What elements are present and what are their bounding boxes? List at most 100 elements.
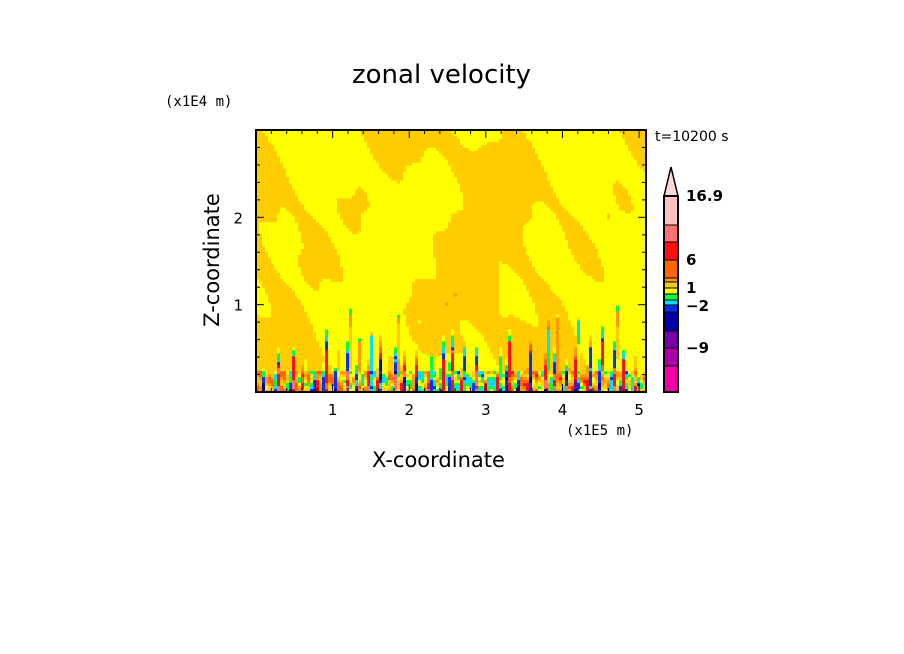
contour-cell <box>529 293 557 298</box>
contour-cell <box>430 365 434 369</box>
contour-cell <box>349 335 353 340</box>
contour-cell <box>349 368 356 372</box>
contour-cell <box>256 275 281 280</box>
contour-cell <box>478 362 497 366</box>
contour-cell <box>625 353 647 357</box>
contour-cell <box>376 389 380 393</box>
contour-cell <box>262 240 302 244</box>
contour-cell <box>574 332 578 337</box>
contour-cell <box>454 368 461 372</box>
contour-cell <box>487 371 491 375</box>
contour-cell <box>289 177 392 182</box>
contour-cell <box>583 269 605 274</box>
contour-cell <box>475 356 479 360</box>
contour-cell <box>403 171 455 176</box>
contour-cell <box>304 359 308 363</box>
contour-cell <box>487 383 497 387</box>
contour-cell <box>256 213 278 217</box>
contour-cell <box>544 356 548 360</box>
contour-cell <box>346 341 350 345</box>
contour-cell <box>595 278 605 283</box>
contour-cell <box>307 365 323 369</box>
contour-cell <box>319 386 323 390</box>
contour-cell <box>553 189 614 194</box>
contour-cell <box>577 219 647 223</box>
contour-cell <box>517 272 539 277</box>
contour-cell <box>577 335 581 340</box>
contour-cell <box>352 195 368 200</box>
contour-cell <box>640 383 644 387</box>
contour-cell <box>322 362 326 366</box>
contour-cell <box>535 266 581 271</box>
contour-cell <box>493 386 497 390</box>
contour-cell <box>604 347 614 351</box>
contour-cell <box>496 377 500 381</box>
contour-cell <box>631 210 647 214</box>
contour-cell <box>349 338 353 342</box>
contour-cell <box>397 356 401 360</box>
contour-cell <box>478 383 485 387</box>
contour-cell <box>322 371 326 375</box>
contour-cell <box>361 365 368 369</box>
contour-cell <box>628 192 647 197</box>
y-tick-label: 2 <box>233 209 243 227</box>
contour-cell <box>367 141 461 146</box>
contour-cell <box>421 371 425 375</box>
contour-cell <box>535 302 563 307</box>
contour-cell <box>349 347 353 351</box>
contour-cell <box>268 255 299 259</box>
contour-cell <box>358 344 362 348</box>
colorbar-label: −9 <box>686 339 709 357</box>
contour-cell <box>358 380 362 384</box>
contour-cell <box>613 371 617 375</box>
contour-cell <box>556 365 560 369</box>
contour-cell <box>367 380 371 384</box>
contour-cell <box>463 338 485 342</box>
contour-cell <box>304 204 338 209</box>
contour-cell <box>415 359 419 363</box>
contour-cell <box>457 135 503 140</box>
contour-cell <box>595 246 647 250</box>
contour-cell <box>355 380 359 384</box>
contour-cell <box>520 386 524 390</box>
contour-cell <box>370 353 374 357</box>
contour-cell <box>457 377 461 381</box>
contour-cell <box>430 383 434 387</box>
contour-cell <box>430 368 434 372</box>
contour-cell <box>448 368 452 372</box>
contour-cell <box>553 359 557 363</box>
contour-cell <box>502 130 524 134</box>
contour-cell <box>277 356 281 360</box>
contour-cell <box>493 389 497 393</box>
contour-cell <box>505 374 509 378</box>
contour-cell <box>556 377 560 381</box>
contour-cell <box>343 275 437 280</box>
contour-cell <box>334 243 434 247</box>
contour-cell <box>496 380 500 384</box>
contour-cell <box>454 380 461 384</box>
contour-cell <box>547 347 551 351</box>
contour-cell <box>370 344 374 348</box>
contour-cell <box>436 383 440 387</box>
contour-cell <box>514 314 539 319</box>
contour-cell <box>463 350 467 354</box>
contour-cell <box>400 329 410 334</box>
contour-cell <box>256 231 260 235</box>
contour-cell <box>550 347 554 351</box>
contour-cell <box>400 368 404 372</box>
contour-cell <box>445 380 449 384</box>
contour-cell <box>295 219 317 223</box>
contour-cell <box>442 153 539 158</box>
contour-cell <box>442 335 446 340</box>
contour-cell <box>418 371 422 375</box>
contour-cell <box>478 371 485 375</box>
contour-cell <box>502 347 509 351</box>
contour-cell <box>472 377 476 381</box>
contour-cell <box>262 380 266 384</box>
contour-cell <box>343 389 347 393</box>
contour-cell <box>553 290 647 295</box>
contour-cell <box>286 281 308 286</box>
contour-cell <box>256 281 263 286</box>
contour-cell <box>277 219 296 223</box>
contour-cell <box>280 359 293 363</box>
